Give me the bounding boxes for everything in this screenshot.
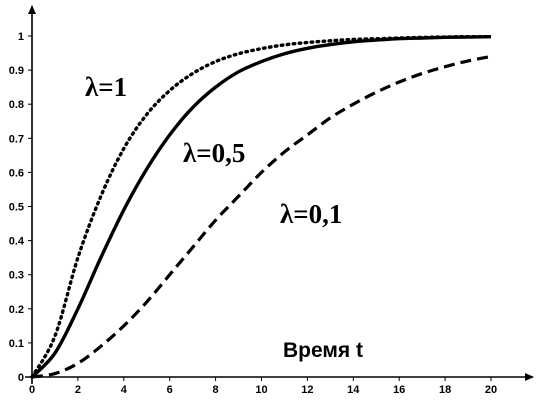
x-axis-title: Время t bbox=[283, 339, 363, 362]
x-ticks: 0 2 4 6 8 10 12 14 16 18 20 bbox=[29, 377, 497, 396]
x-tick-label: 16 bbox=[393, 384, 405, 396]
x-tick-label: 6 bbox=[167, 384, 173, 396]
y-tick-label: 0.1 bbox=[9, 338, 24, 350]
x-tick-label: 0 bbox=[29, 384, 35, 396]
x-tick-label: 14 bbox=[347, 384, 360, 396]
y-tick-label: 0.4 bbox=[9, 236, 25, 248]
x-tick-label: 20 bbox=[485, 384, 497, 396]
x-tick-label: 12 bbox=[301, 384, 313, 396]
y-tick-label: 0.8 bbox=[9, 99, 24, 111]
x-tick-label: 4 bbox=[121, 384, 128, 396]
y-tick-label: 0.3 bbox=[9, 270, 24, 282]
series-line-2 bbox=[31, 54, 492, 379]
y-tick-label: 0.7 bbox=[9, 133, 24, 145]
y-tick-label: 0.2 bbox=[9, 304, 24, 316]
y-ticks: 0 0.1 0.2 0.3 0.4 0.5 0.6 0.7 0.8 0.9 1 bbox=[9, 31, 32, 384]
x-tick-label: 10 bbox=[255, 384, 267, 396]
axes bbox=[25, 5, 534, 384]
x-tick-label: 2 bbox=[75, 384, 81, 396]
x-tick-label: 18 bbox=[439, 384, 451, 396]
series-layer bbox=[30, 34, 493, 379]
y-tick-label: 0.5 bbox=[9, 202, 24, 214]
y-tick-label: 0.9 bbox=[9, 65, 24, 77]
x-tick-label: 8 bbox=[213, 384, 219, 396]
curve-label-lambda-0-5: λ=0,5 bbox=[183, 138, 245, 168]
series-line-1 bbox=[30, 34, 492, 379]
curve-label-lambda-1: λ=1 bbox=[85, 72, 127, 102]
y-tick-label: 1 bbox=[18, 31, 24, 43]
curve-label-lambda-0-1: λ=0,1 bbox=[280, 199, 342, 229]
y-tick-label: 0.6 bbox=[9, 167, 24, 179]
y-tick-label: 0 bbox=[18, 372, 24, 384]
